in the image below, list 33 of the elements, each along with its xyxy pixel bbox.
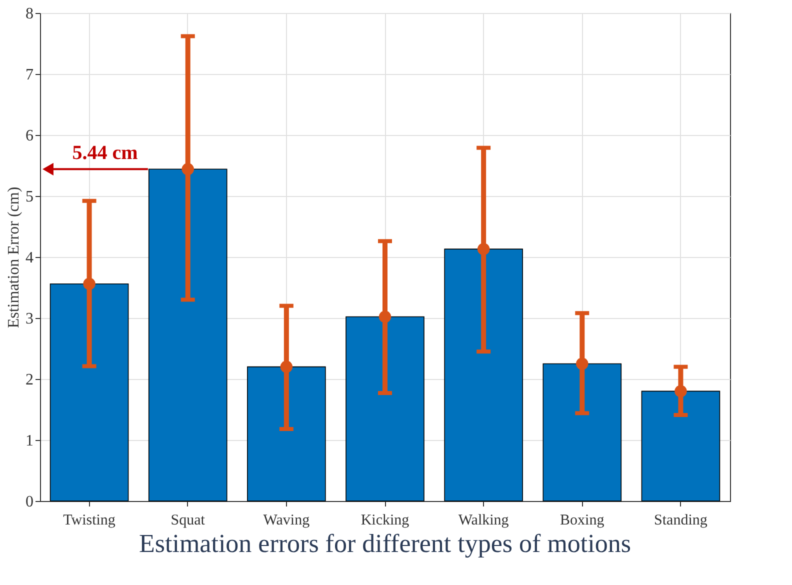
point (378, 310, 392, 323)
text: Estimation errors for different types of motions (139, 529, 631, 558)
x-tick-label: Walking (458, 512, 510, 528)
point (477, 242, 490, 256)
y-tick-label: 8 (26, 6, 34, 22)
bar (346, 316, 424, 502)
y-tick-label: 1 (26, 432, 34, 450)
bar (50, 283, 129, 502)
y-tick-label: 2 (26, 372, 34, 388)
y-tick-label: 6 (26, 128, 34, 144)
bar (148, 168, 228, 502)
y-axis-title: Estimation Error (cm) (6, 186, 22, 328)
y-tick-label: 5 (26, 188, 34, 206)
point (182, 163, 194, 176)
x-tick-label: Squat (170, 512, 206, 528)
y-tick-label: 3 (26, 310, 34, 328)
annotation: 5.44 cm (72, 142, 138, 164)
point (576, 358, 588, 370)
y-tick-label: 0 (26, 494, 34, 510)
bar (542, 363, 622, 502)
x-tick-label: Waving (263, 512, 310, 528)
x-tick-label: Boxing (560, 512, 605, 528)
point (674, 385, 687, 398)
y-tick-label: 4 (26, 250, 34, 266)
bar (247, 366, 326, 502)
bar (444, 248, 523, 502)
x-tick-label: Standing (654, 512, 708, 528)
bar (641, 390, 720, 502)
point (280, 360, 293, 373)
x-tick-label: Kicking (360, 512, 410, 528)
y-tick-label: 7 (26, 66, 34, 84)
point (83, 278, 96, 290)
x-tick-label: Twisting (63, 512, 116, 528)
